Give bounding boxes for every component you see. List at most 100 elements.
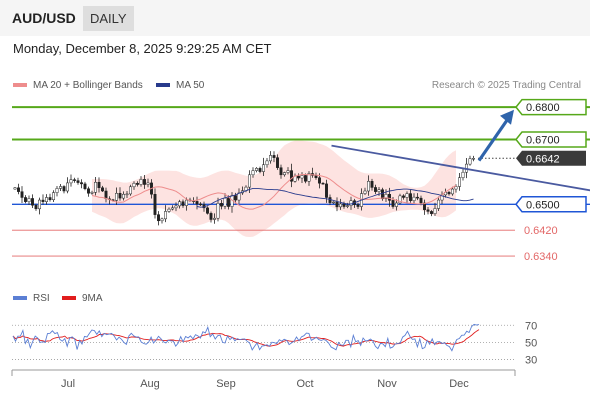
x-tick-Oct: Oct [296, 378, 313, 390]
candle-body [377, 189, 381, 192]
legend-rsi-ma-label: 9MA [82, 293, 103, 304]
candle-body [332, 201, 335, 204]
candle-body [451, 188, 454, 195]
candle-body [59, 186, 62, 189]
ma20-line [91, 174, 457, 210]
legend-ma20-label: MA 20 + Bollinger Bands [33, 80, 143, 91]
candle-body [290, 170, 293, 182]
level-label-0.6700: 0.6700 [526, 135, 560, 147]
candle-body [374, 187, 377, 192]
candle-body [223, 197, 227, 207]
candle-body [174, 205, 178, 209]
candle-body [391, 200, 395, 207]
candle-body [416, 196, 419, 199]
last-price-tag-bg [516, 150, 586, 166]
candle-body [227, 197, 230, 207]
candle-body [468, 158, 472, 165]
candle-body [437, 199, 440, 209]
x-tick-Aug: Aug [140, 378, 160, 390]
candle-body [297, 175, 300, 179]
forecast-arrow-head [500, 109, 514, 125]
candle-body [48, 197, 52, 200]
candle-body [94, 182, 97, 193]
candle-body [24, 197, 27, 202]
candle-body [367, 181, 370, 192]
candle-body [349, 200, 353, 206]
candle-body [97, 182, 101, 189]
candle-body [199, 203, 202, 206]
candle-body [430, 211, 433, 214]
candle-body [314, 175, 318, 178]
candle-body [143, 179, 146, 185]
candle-body [447, 192, 451, 195]
candle-body [125, 193, 129, 196]
legend-rsi: RSI [13, 293, 50, 304]
candle-body [321, 182, 325, 185]
candle-body [419, 197, 423, 204]
forecast-arrow-shaft [477, 117, 510, 162]
legend-rsi-label: RSI [33, 293, 50, 304]
candle-body [461, 171, 465, 178]
candle-body [139, 179, 143, 185]
level-label-0.6642: 0.6642 [526, 153, 560, 165]
candle-body [62, 186, 66, 192]
x-tick-Dec: Dec [449, 378, 469, 390]
candle-body [55, 188, 59, 193]
candle-body [381, 189, 384, 200]
candle-body [76, 180, 80, 183]
candle-body [388, 193, 391, 201]
candle-body [157, 214, 160, 222]
candle-body [269, 155, 272, 162]
candle-body [118, 193, 122, 199]
candle-body [370, 181, 374, 188]
candle-body [426, 209, 430, 212]
rsi-ma-swatch [62, 296, 76, 301]
candle-body [213, 217, 216, 220]
candle-body [146, 182, 150, 185]
candle-body [363, 190, 367, 194]
candle-body [356, 204, 360, 207]
candle-body [220, 203, 223, 207]
candle-body [129, 186, 132, 195]
candle-body [251, 170, 255, 176]
candle-body [104, 190, 108, 200]
level-label-0.6800: 0.6800 [526, 102, 560, 114]
rsi-swatch [13, 296, 27, 301]
candle-body [87, 188, 90, 194]
candle-body [181, 201, 185, 206]
candle-body [265, 160, 269, 166]
candle-body [20, 191, 24, 198]
candle-body [164, 211, 167, 220]
candle-body [167, 208, 171, 212]
candle-body [209, 213, 213, 220]
candle-body [283, 172, 286, 176]
candles-group [13, 151, 475, 226]
ma50-swatch [156, 83, 170, 88]
ma20-swatch [13, 83, 27, 88]
candle-body [13, 187, 17, 190]
credit-text: Research © 2025 Trading Central [431, 80, 581, 91]
candle-body [342, 203, 346, 207]
candle-body [405, 193, 409, 198]
candle-body [325, 183, 328, 198]
candle-body [160, 218, 164, 222]
level-label-0.6340: 0.6340 [524, 251, 558, 263]
candle-body [185, 199, 188, 206]
candle-body [398, 195, 402, 204]
candle-body [276, 157, 279, 168]
candle-body [38, 199, 41, 210]
rsi-tick-50: 50 [525, 337, 537, 349]
candle-body [346, 205, 349, 207]
symbol-title: AUD/USD [12, 10, 76, 26]
level-tag-bg-0.6800 [515, 98, 587, 116]
candle-body [409, 193, 412, 201]
timeframe-badge[interactable]: DAILY [83, 6, 134, 31]
candle-body [472, 158, 475, 160]
candle-body [83, 183, 87, 189]
rsi-tick-30: 30 [525, 354, 537, 366]
level-tag-bg-0.6500 [515, 196, 587, 213]
candle-body [402, 195, 405, 198]
candle-body [17, 187, 20, 192]
candle-body [66, 182, 69, 192]
